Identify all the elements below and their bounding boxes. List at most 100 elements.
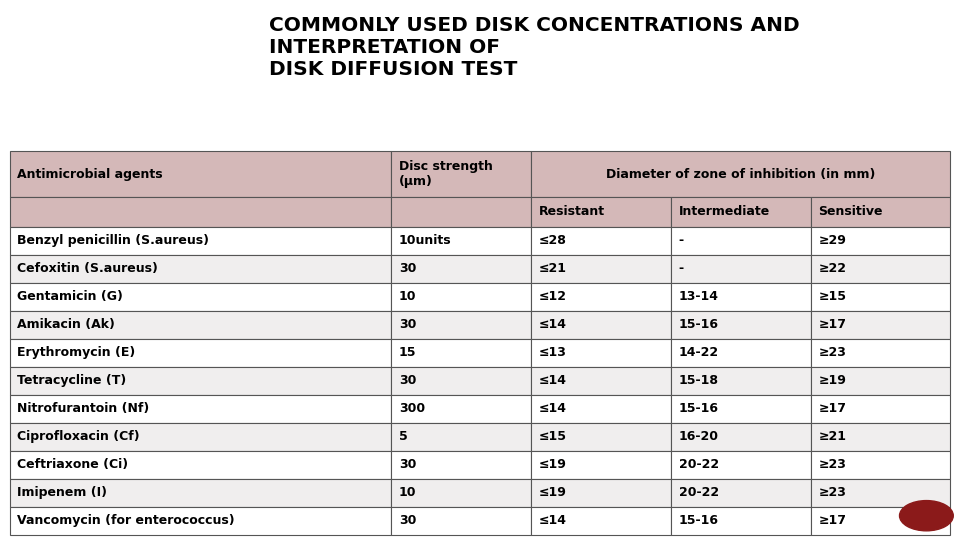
Bar [810,367,950,395]
Bar [392,507,531,535]
Text: Benzyl penicillin (S.aureus): Benzyl penicillin (S.aureus) [17,234,209,247]
Text: 10units: 10units [399,234,451,247]
Text: ≤19: ≤19 [539,486,566,499]
Bar [392,151,531,197]
Bar [810,507,950,535]
Text: 30: 30 [399,262,417,275]
Bar [671,227,810,255]
Text: 30: 30 [399,374,417,387]
Text: ≥17: ≥17 [818,402,847,415]
Bar [671,197,810,227]
Bar [392,478,531,507]
Bar [810,227,950,255]
Text: Disc strength
(μm): Disc strength (μm) [399,160,492,188]
Text: -: - [679,262,684,275]
Text: ≥15: ≥15 [818,291,847,303]
Text: COMMONLY USED DISK CONCENTRATIONS AND
INTERPRETATION OF
DISK DIFFUSION TEST: COMMONLY USED DISK CONCENTRATIONS AND IN… [269,16,800,79]
Text: 10: 10 [399,486,417,499]
Bar [392,339,531,367]
Bar [531,197,671,227]
Text: Vancomycin (for enterococcus): Vancomycin (for enterococcus) [17,514,235,527]
Bar [671,367,810,395]
Bar [531,367,671,395]
Bar [392,367,531,395]
Text: 16-20: 16-20 [679,430,718,443]
Bar [810,255,950,283]
Text: ≤21: ≤21 [539,262,566,275]
Bar [10,451,392,478]
Bar [392,283,531,310]
Bar [810,478,950,507]
Text: Sensitive: Sensitive [818,205,883,219]
Bar [531,255,671,283]
Text: ≤14: ≤14 [539,318,566,331]
Text: 15-16: 15-16 [679,318,718,331]
Text: Diameter of zone of inhibition (in mm): Diameter of zone of inhibition (in mm) [606,167,876,181]
Bar [392,310,531,339]
Text: ≥29: ≥29 [818,234,846,247]
Bar [392,255,531,283]
Text: ≤13: ≤13 [539,346,566,359]
Bar [671,310,810,339]
Bar [531,423,671,451]
Text: ≤19: ≤19 [539,458,566,471]
Text: 20-22: 20-22 [679,458,719,471]
Bar [531,478,671,507]
Text: ≤28: ≤28 [539,234,566,247]
Text: 5: 5 [399,430,408,443]
Text: 14-22: 14-22 [679,346,719,359]
Text: 300: 300 [399,402,425,415]
Bar [10,255,392,283]
Bar [810,197,950,227]
Bar [10,283,392,310]
Bar [392,423,531,451]
Text: ≤14: ≤14 [539,402,566,415]
Text: 30: 30 [399,458,417,471]
Text: Intermediate: Intermediate [679,205,770,219]
Bar [10,227,392,255]
Text: ≥22: ≥22 [818,262,847,275]
Bar [810,283,950,310]
Text: ≥23: ≥23 [818,486,846,499]
Bar [810,423,950,451]
Text: Nitrofurantoin (Nf): Nitrofurantoin (Nf) [17,402,150,415]
Text: Tetracycline (T): Tetracycline (T) [17,374,127,387]
Bar [531,451,671,478]
Bar [531,339,671,367]
Bar [10,507,392,535]
Text: 30: 30 [399,318,417,331]
Bar [392,197,531,227]
Bar [531,507,671,535]
Text: Imipenem (I): Imipenem (I) [17,486,108,499]
Bar [531,310,671,339]
Text: ≤12: ≤12 [539,291,566,303]
Bar [10,423,392,451]
Bar [10,339,392,367]
Bar [392,451,531,478]
Bar [671,255,810,283]
Bar [10,395,392,423]
Text: 15-16: 15-16 [679,514,718,527]
Text: 15-16: 15-16 [679,402,718,415]
Text: 10: 10 [399,291,417,303]
Text: 20-22: 20-22 [679,486,719,499]
Bar [671,451,810,478]
Bar [10,197,392,227]
Text: 15: 15 [399,346,417,359]
Text: Antimicrobial agents: Antimicrobial agents [17,167,163,181]
Bar [671,423,810,451]
Bar [531,151,950,197]
Bar [810,310,950,339]
Bar [531,227,671,255]
Text: Erythromycin (E): Erythromycin (E) [17,346,135,359]
Text: ≥23: ≥23 [818,346,846,359]
Text: 30: 30 [399,514,417,527]
Bar [671,283,810,310]
Bar [10,367,392,395]
Text: Gentamicin (G): Gentamicin (G) [17,291,123,303]
Text: ≥17: ≥17 [818,318,847,331]
Text: Ciprofloxacin (Cf): Ciprofloxacin (Cf) [17,430,140,443]
Text: 15-18: 15-18 [679,374,718,387]
Text: Amikacin (Ak): Amikacin (Ak) [17,318,115,331]
Text: Resistant: Resistant [539,205,605,219]
